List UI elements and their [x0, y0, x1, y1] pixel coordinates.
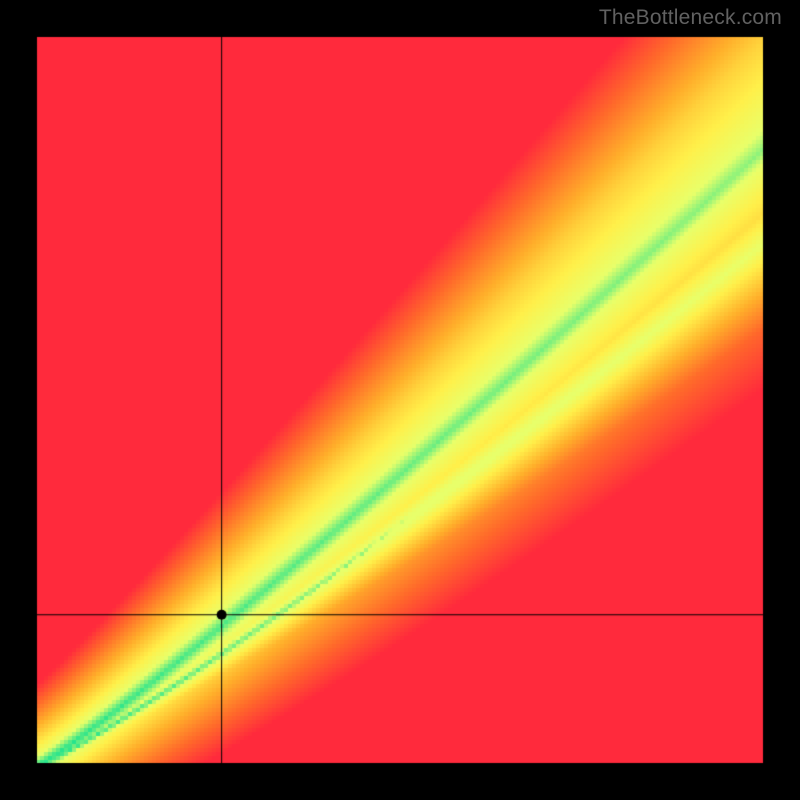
- watermark-text: TheBottleneck.com: [599, 6, 782, 30]
- chart-container: { "watermark": { "text": "TheBottleneck.…: [0, 0, 800, 800]
- bottleneck-heatmap: [0, 0, 800, 800]
